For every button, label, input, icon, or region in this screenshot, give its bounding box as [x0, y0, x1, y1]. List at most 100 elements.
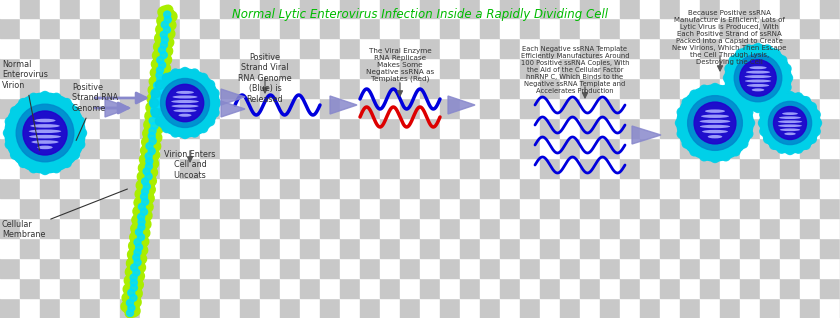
- Circle shape: [677, 108, 686, 117]
- Circle shape: [143, 168, 150, 175]
- Bar: [680, 98, 700, 118]
- Bar: [540, 158, 560, 178]
- Bar: [780, 178, 800, 198]
- Bar: [160, 258, 180, 278]
- Bar: [560, 198, 580, 218]
- Bar: [340, 258, 360, 278]
- Bar: [100, 178, 120, 198]
- Bar: [600, 218, 620, 238]
- Bar: [800, 138, 820, 158]
- Circle shape: [153, 112, 160, 119]
- Ellipse shape: [176, 91, 194, 94]
- Bar: [200, 138, 220, 158]
- Bar: [760, 198, 780, 218]
- Bar: [120, 278, 140, 298]
- Circle shape: [154, 97, 160, 104]
- Ellipse shape: [701, 114, 729, 118]
- Bar: [100, 118, 120, 138]
- Bar: [580, 38, 600, 58]
- Bar: [740, 58, 760, 78]
- Bar: [520, 158, 540, 178]
- Circle shape: [157, 77, 164, 84]
- Circle shape: [675, 119, 685, 128]
- Bar: [680, 38, 700, 58]
- Polygon shape: [105, 99, 130, 117]
- Bar: [480, 38, 500, 58]
- Bar: [0, 78, 20, 98]
- Circle shape: [156, 72, 163, 79]
- Bar: [560, 98, 580, 118]
- Bar: [580, 258, 600, 278]
- Bar: [480, 238, 500, 258]
- Bar: [260, 278, 280, 298]
- Bar: [80, 98, 100, 118]
- Bar: [440, 178, 460, 198]
- Bar: [820, 0, 840, 18]
- Bar: [560, 118, 580, 138]
- Bar: [680, 58, 700, 78]
- Circle shape: [157, 57, 164, 64]
- Bar: [160, 198, 180, 218]
- Bar: [220, 218, 240, 238]
- Bar: [720, 218, 740, 238]
- Circle shape: [711, 84, 720, 93]
- Bar: [420, 198, 440, 218]
- Bar: [200, 58, 220, 78]
- Circle shape: [171, 128, 180, 137]
- Ellipse shape: [171, 100, 199, 103]
- Bar: [700, 138, 720, 158]
- Bar: [360, 78, 380, 98]
- Bar: [280, 258, 300, 278]
- Bar: [540, 38, 560, 58]
- Circle shape: [812, 119, 822, 128]
- Bar: [200, 278, 220, 298]
- Circle shape: [725, 64, 734, 73]
- Bar: [440, 198, 460, 218]
- Bar: [20, 18, 40, 38]
- Circle shape: [181, 129, 190, 139]
- Circle shape: [130, 284, 138, 291]
- Bar: [180, 38, 200, 58]
- Bar: [300, 278, 320, 298]
- Bar: [700, 278, 720, 298]
- Bar: [120, 58, 140, 78]
- Bar: [140, 118, 160, 138]
- Circle shape: [138, 234, 144, 241]
- Bar: [540, 238, 560, 258]
- Bar: [720, 78, 740, 98]
- Circle shape: [5, 140, 14, 149]
- Bar: [60, 198, 80, 218]
- Bar: [740, 278, 760, 298]
- Bar: [80, 218, 100, 238]
- Bar: [360, 138, 380, 158]
- Bar: [360, 198, 380, 218]
- Circle shape: [155, 80, 165, 89]
- Bar: [680, 258, 700, 278]
- Bar: [320, 118, 340, 138]
- Bar: [740, 138, 760, 158]
- Circle shape: [146, 142, 153, 149]
- Bar: [620, 278, 640, 298]
- Bar: [600, 18, 620, 38]
- Circle shape: [154, 82, 160, 89]
- Circle shape: [729, 56, 738, 65]
- Circle shape: [731, 90, 740, 99]
- Bar: [260, 258, 280, 278]
- Bar: [420, 38, 440, 58]
- Ellipse shape: [780, 128, 801, 131]
- Circle shape: [138, 213, 144, 220]
- Ellipse shape: [705, 109, 725, 113]
- Bar: [500, 238, 520, 258]
- Bar: [780, 58, 800, 78]
- Bar: [200, 98, 220, 118]
- Bar: [320, 178, 340, 198]
- Bar: [100, 258, 120, 278]
- Ellipse shape: [30, 124, 60, 128]
- Bar: [340, 138, 360, 158]
- Bar: [580, 18, 600, 38]
- Bar: [500, 98, 520, 118]
- Circle shape: [771, 98, 780, 107]
- Bar: [720, 278, 740, 298]
- Circle shape: [165, 16, 171, 23]
- Bar: [480, 198, 500, 218]
